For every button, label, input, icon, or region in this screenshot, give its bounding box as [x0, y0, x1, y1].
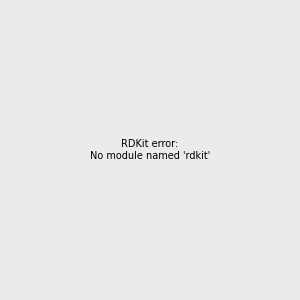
Text: RDKit error:
No module named 'rdkit': RDKit error: No module named 'rdkit' — [90, 139, 210, 161]
